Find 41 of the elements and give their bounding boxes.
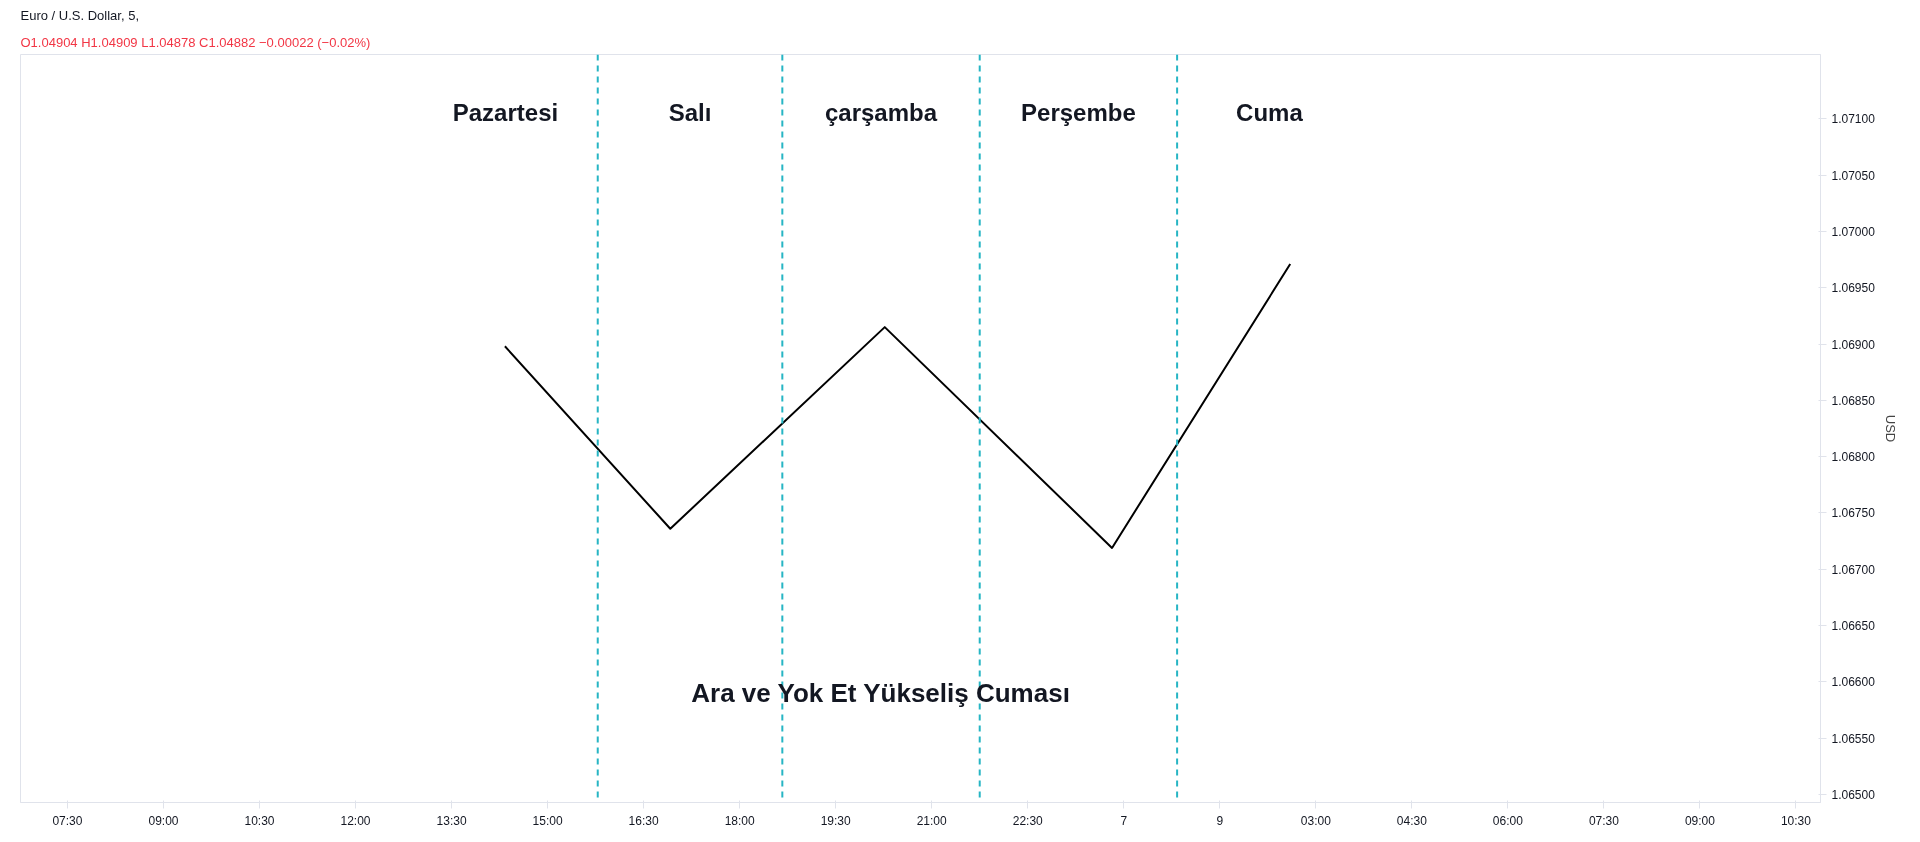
x-tick-label: 18:00: [724, 813, 755, 828]
x-tick-label: 15:00: [532, 813, 563, 828]
annotation: çarşamba: [824, 99, 938, 126]
chart-subtitle: O1.04904 H1.04909 L1.04878 C1.04882 −0.00022 (−0.02%): [20, 34, 371, 50]
annotation: Pazartesi: [452, 99, 559, 126]
x-tick-label: 03:00: [1300, 813, 1332, 828]
x-tick-label: 07:30: [52, 813, 83, 828]
y-tick-label: 1.06700: [1831, 562, 1876, 577]
x-tick-label: 12:00: [340, 813, 371, 828]
x-tick-label: 7: [1120, 813, 1128, 828]
annotation: Salı: [668, 99, 712, 126]
y-tick-label: 1.07100: [1831, 112, 1876, 127]
y-tick-label: 1.06500: [1831, 788, 1876, 803]
x-tick-label: 13:30: [436, 813, 467, 828]
x-tick-label: 04:30: [1396, 813, 1428, 828]
y-tick-label: 1.07000: [1831, 224, 1876, 239]
y-tick-label: 1.06750: [1831, 506, 1876, 521]
y-tick-label: 1.06900: [1831, 337, 1876, 352]
y-axis-title: USD: [1882, 414, 1898, 443]
x-tick-label: 16:30: [628, 813, 659, 828]
x-tick-label: 09:00: [1684, 813, 1716, 828]
x-tick-label: 21:00: [916, 813, 948, 828]
x-tick-label: 22:30: [1012, 813, 1044, 828]
y-tick-label: 1.06600: [1831, 675, 1876, 690]
chart-title: Euro / U.S. Dollar, 5,: [20, 7, 139, 23]
y-tick-label: 1.06950: [1831, 281, 1876, 296]
x-tick-label: 9: [1216, 813, 1224, 828]
x-tick-label: 07:30: [1588, 813, 1620, 828]
y-tick-label: 1.07050: [1831, 168, 1876, 183]
y-tick-label: 1.06550: [1831, 731, 1876, 746]
x-tick-label: 19:30: [820, 813, 852, 828]
y-tick-label: 1.06800: [1831, 450, 1876, 465]
x-tick-label: 10:30: [1780, 813, 1812, 828]
y-tick-label: 1.06850: [1831, 393, 1876, 408]
x-tick-label: 06:00: [1492, 813, 1524, 828]
x-tick-label: 10:30: [244, 813, 275, 828]
annotation: Cuma: [1236, 99, 1304, 126]
y-tick-label: 1.06650: [1831, 619, 1876, 634]
annotation: Perşembe: [1021, 99, 1136, 126]
x-tick-label: 09:00: [148, 813, 179, 828]
annotation: Ara ve Yok Et Yükseliş Cuması: [691, 677, 1070, 708]
